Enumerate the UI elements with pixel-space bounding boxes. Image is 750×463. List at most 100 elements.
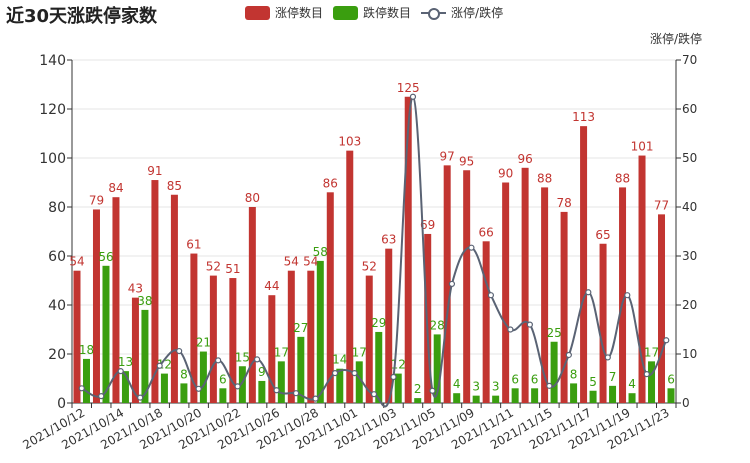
data-label-limit-up: 51: [225, 262, 240, 276]
ratio-point: [448, 280, 456, 288]
bar-limit-up: [463, 170, 471, 403]
data-label-limit-up: 61: [186, 238, 201, 252]
data-label-limit-up: 84: [108, 181, 123, 195]
bar-limit-down: [336, 368, 344, 403]
bar-limit-up: [560, 211, 568, 403]
ratio-point: [643, 370, 650, 378]
data-label-limit-down: 7: [609, 370, 617, 384]
data-label-limit-up: 80: [245, 191, 260, 205]
y2-tick-label: 0: [682, 396, 690, 410]
bar-limit-down: [375, 331, 383, 403]
bar-limit-up: [268, 295, 276, 403]
data-label-limit-up: 44: [264, 279, 279, 293]
y-tick-label: 0: [57, 396, 66, 412]
y2-tick-label: 20: [682, 298, 697, 312]
bar-limit-up: [443, 165, 451, 403]
legend-item-limit-down[interactable]: 跌停数目: [333, 4, 411, 21]
data-label-limit-up: 54: [303, 255, 318, 269]
legend-swatch-limit-down: [333, 5, 359, 20]
data-label-limit-down: 17: [274, 345, 289, 359]
bar-limit-up: [248, 207, 256, 403]
bar-limit-up: [73, 270, 81, 403]
bar-limit-up: [326, 192, 334, 403]
data-label-limit-down: 38: [137, 294, 152, 308]
data-label-limit-down: 5: [589, 375, 597, 389]
data-label-limit-down: 56: [98, 250, 113, 264]
legend-label-limit-down: 跌停数目: [363, 6, 412, 20]
data-label-limit-up: 85: [167, 179, 182, 193]
data-label-limit-down: 12: [391, 358, 406, 372]
bar-limit-up: [638, 155, 646, 403]
data-label-limit-up: 65: [595, 228, 610, 242]
data-label-limit-up: 97: [440, 149, 455, 163]
y-tick-label: 120: [39, 102, 66, 118]
bar-limit-up: [287, 270, 295, 403]
data-label-limit-up: 54: [284, 255, 299, 269]
legend-item-ratio[interactable]: 涨停/跌停: [421, 4, 503, 21]
ratio-point: [565, 351, 572, 359]
ratio-point: [176, 347, 183, 355]
ratio-point: [156, 362, 163, 369]
ratio-point: [487, 292, 495, 299]
data-label-limit-down: 18: [79, 343, 94, 357]
ratio-point: [507, 326, 514, 333]
ratio-point: [195, 385, 202, 392]
ratio-point: [98, 393, 105, 400]
data-label-limit-down: 6: [219, 372, 227, 386]
y-tick-label: 60: [48, 249, 66, 265]
ratio-point: [117, 368, 124, 375]
data-label-limit-up: 125: [397, 81, 420, 95]
ratio-point: [253, 356, 261, 363]
data-label-limit-up: 86: [323, 176, 338, 190]
bar-limit-down: [297, 336, 305, 403]
bar-limit-down: [316, 260, 324, 403]
y-tick-label: 100: [39, 151, 66, 167]
ratio-point: [292, 390, 300, 397]
data-label-limit-down: 4: [453, 377, 461, 391]
data-label-limit-up: 103: [338, 135, 361, 149]
bar-limit-up: [482, 241, 490, 403]
ratio-point: [312, 395, 319, 402]
ratio-point: [604, 354, 611, 361]
bar-limit-down: [570, 383, 578, 403]
data-label-limit-up: 43: [128, 282, 143, 296]
y2-tick-label: 30: [682, 249, 697, 263]
data-label-limit-down: 6: [531, 372, 539, 386]
data-label-limit-up: 113: [572, 110, 595, 124]
legend-swatch-ratio: [421, 6, 447, 20]
legend-item-limit-up[interactable]: 涨停数目: [245, 4, 323, 21]
bar-limit-down: [141, 309, 149, 403]
data-label-limit-down: 17: [644, 345, 659, 359]
bar-limit-up: [190, 253, 198, 403]
ratio-point: [624, 292, 631, 299]
bar-limit-up: [112, 197, 120, 403]
ratio-point: [546, 382, 553, 389]
ratio-point: [526, 321, 533, 328]
bar-limit-up: [619, 187, 627, 403]
bar-limit-down: [414, 398, 422, 403]
legend-swatch-limit-up: [245, 5, 270, 20]
data-label-limit-down: 15: [235, 350, 250, 364]
bar-limit-up: [541, 187, 549, 403]
bar-limit-up: [346, 150, 354, 403]
data-label-limit-down: 6: [511, 372, 519, 386]
bar-limit-up: [209, 275, 217, 403]
bar-limit-up: [658, 214, 666, 403]
data-label-limit-up: 96: [517, 152, 532, 166]
data-label-limit-down: 13: [118, 355, 133, 369]
data-label-limit-up: 91: [147, 164, 162, 178]
bar-limit-up: [151, 180, 159, 403]
data-label-limit-up: 66: [479, 225, 494, 239]
bar-limit-down: [199, 351, 207, 403]
bar-limit-down: [589, 390, 597, 403]
data-label-limit-up: 77: [654, 198, 669, 212]
data-label-limit-up: 63: [381, 233, 396, 247]
data-label-limit-up: 54: [69, 255, 84, 269]
ratio-point: [370, 391, 378, 398]
bar-limit-up: [307, 270, 315, 403]
bar-limit-down: [160, 373, 168, 403]
data-label-limit-up: 69: [420, 218, 435, 232]
data-label-limit-up: 101: [631, 140, 654, 154]
ratio-point: [390, 373, 397, 381]
